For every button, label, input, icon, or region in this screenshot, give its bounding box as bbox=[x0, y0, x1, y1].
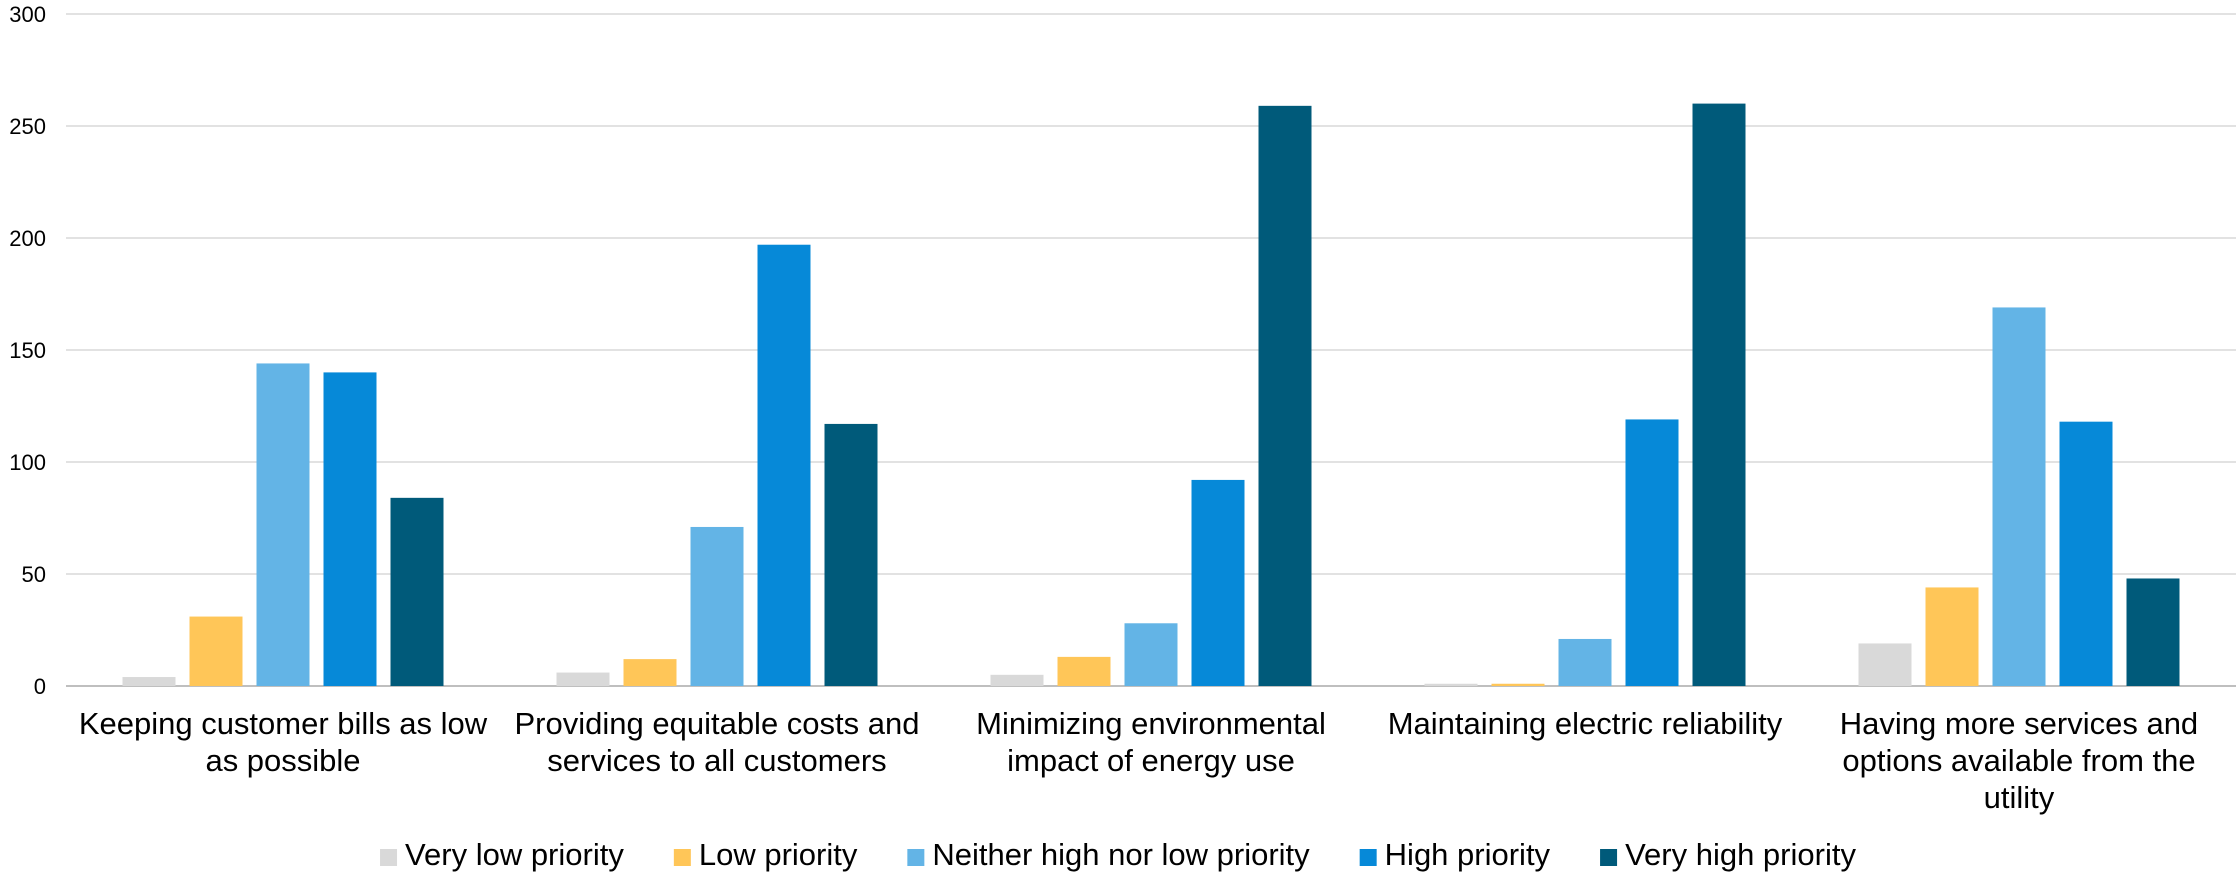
bar-5-very-low-priority bbox=[1858, 643, 1912, 686]
legend-label: High priority bbox=[1385, 837, 1551, 872]
bar-5-high-priority bbox=[2059, 421, 2113, 686]
y-tick-label: 300 bbox=[9, 2, 46, 27]
bar-5-neither-high-nor-low-priority bbox=[1992, 307, 2046, 686]
legend-label: Very high priority bbox=[1625, 837, 1856, 872]
bar-1-very-low-priority bbox=[122, 677, 176, 686]
bar-3-high-priority bbox=[1191, 479, 1245, 686]
bar-3-very-low-priority bbox=[990, 674, 1044, 686]
bar-4-high-priority bbox=[1625, 419, 1679, 686]
bars bbox=[122, 103, 2180, 687]
bar-4-neither-high-nor-low-priority bbox=[1558, 638, 1612, 686]
y-tick-label: 150 bbox=[9, 338, 46, 363]
bar-4-very-high-priority bbox=[1692, 103, 1746, 687]
bar-3-neither-high-nor-low-priority bbox=[1124, 623, 1178, 686]
legend-swatch bbox=[907, 849, 925, 866]
bar-4-low-priority bbox=[1491, 683, 1545, 686]
bar-2-low-priority bbox=[623, 659, 677, 686]
bar-3-very-high-priority bbox=[1258, 105, 1312, 687]
bar-5-very-high-priority bbox=[2126, 578, 2180, 686]
y-tick-label: 0 bbox=[34, 674, 46, 699]
bar-2-very-low-priority bbox=[556, 672, 610, 686]
y-tick-label: 50 bbox=[22, 562, 46, 587]
x-category-label: Having more services and options availabl… bbox=[1840, 706, 2198, 815]
bar-1-low-priority bbox=[189, 616, 243, 686]
legend-label: Low priority bbox=[699, 837, 858, 872]
bar-2-neither-high-nor-low-priority bbox=[690, 526, 744, 686]
legend-label: Very low priority bbox=[405, 837, 624, 872]
bar-5-low-priority bbox=[1925, 587, 1979, 686]
x-category-label: Providing equitable costs and services to… bbox=[515, 706, 920, 778]
y-tick-label: 200 bbox=[9, 226, 46, 251]
bar-1-neither-high-nor-low-priority bbox=[256, 363, 310, 686]
y-tick-label: 250 bbox=[9, 114, 46, 139]
legend-label: Neither high nor low priority bbox=[932, 837, 1310, 872]
x-category-label: Keeping customer bills as low as possible bbox=[79, 706, 488, 778]
bar-2-very-high-priority bbox=[824, 423, 878, 686]
x-category-label: Maintaining electric reliability bbox=[1388, 706, 1783, 741]
legend: Very low priority Low priority Neither hig… bbox=[380, 837, 1856, 872]
bar-1-very-high-priority bbox=[390, 497, 444, 686]
legend-swatch bbox=[1359, 849, 1377, 866]
bar-1-high-priority bbox=[323, 372, 377, 686]
bar-3-low-priority bbox=[1057, 656, 1111, 686]
bar-2-high-priority bbox=[757, 244, 811, 686]
x-category-label: Minimizing environmental impact of energy… bbox=[976, 706, 1326, 778]
y-tick-label: 100 bbox=[9, 450, 46, 475]
bar-4-very-low-priority bbox=[1424, 683, 1478, 686]
legend-swatch bbox=[380, 849, 398, 866]
legend-swatch bbox=[1600, 849, 1618, 866]
legend-swatch bbox=[673, 849, 691, 866]
